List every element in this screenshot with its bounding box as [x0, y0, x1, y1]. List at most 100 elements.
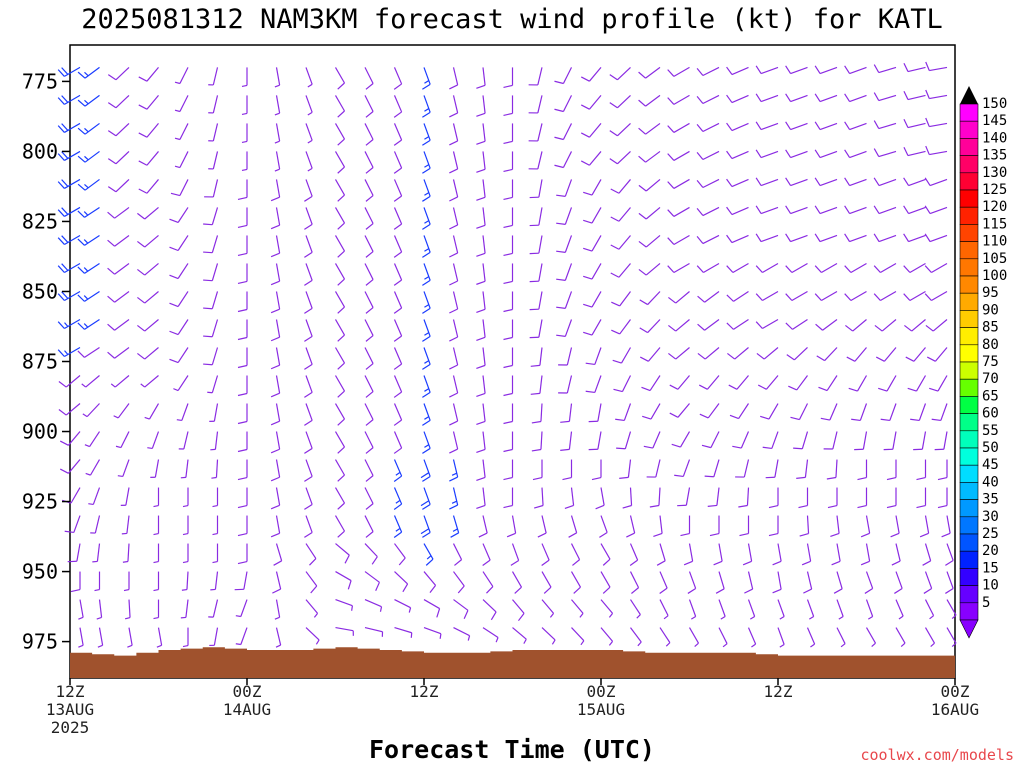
x-axis-label: Forecast Time (UTC)	[369, 735, 655, 764]
wind-barb	[925, 145, 948, 156]
wind-barb	[237, 431, 248, 453]
wind-barb	[335, 626, 354, 636]
wind-barb	[638, 178, 661, 192]
wind-barb	[169, 347, 189, 364]
x-tick-label: 15AUG	[577, 700, 625, 719]
wind-barb	[107, 179, 130, 193]
wind-barb	[169, 319, 189, 336]
wind-barb	[304, 235, 313, 258]
wind-barb	[925, 89, 948, 100]
y-tick-label: 775	[22, 69, 58, 93]
wind-barb	[848, 375, 868, 392]
wind-barb	[422, 403, 431, 426]
wind-barb	[210, 431, 219, 451]
wind-barb	[641, 375, 661, 392]
wind-barb	[453, 599, 469, 619]
wind-barb	[894, 571, 903, 594]
wind-barb	[903, 91, 926, 101]
wind-barb	[528, 123, 543, 142]
colorbar-label: 100	[982, 268, 1007, 284]
wind-barb	[241, 95, 248, 116]
wind-barb	[78, 627, 84, 648]
wind-barb	[503, 207, 514, 229]
wind-barb	[364, 95, 374, 118]
wind-barb	[476, 207, 486, 229]
wind-barb	[718, 627, 728, 648]
colorbar-swatch	[959, 499, 979, 518]
colorbar-label: 85	[982, 320, 999, 336]
wind-barb	[905, 347, 926, 362]
wind-barb	[903, 233, 926, 243]
wind-barb	[668, 291, 690, 304]
wind-barb	[568, 515, 578, 538]
colorbar-swatch	[959, 550, 979, 569]
wind-barb	[120, 487, 130, 506]
wind-barb	[423, 571, 437, 594]
wind-barb	[699, 403, 720, 419]
wind-barb	[583, 263, 602, 280]
colorbar-label: 65	[982, 388, 999, 404]
wind-barb	[798, 487, 809, 509]
wind-barb	[667, 122, 690, 133]
colorbar-label: 20	[982, 543, 999, 559]
wind-barb	[506, 515, 517, 538]
wind-barb	[638, 94, 661, 107]
wind-barb	[688, 599, 697, 620]
wind-barb	[656, 543, 666, 566]
wind-barb	[121, 515, 130, 535]
wind-barb	[364, 347, 374, 370]
wind-barb	[422, 347, 431, 370]
wind-barb	[924, 262, 948, 273]
wind-barb	[82, 403, 100, 418]
wind-barb	[556, 291, 573, 309]
wind-barb	[334, 375, 346, 398]
wind-barb	[77, 122, 100, 135]
wind-barb	[827, 487, 838, 509]
wind-barb	[364, 179, 374, 202]
wind-barb	[237, 319, 248, 341]
wind-barb	[182, 515, 189, 536]
wind-barb	[667, 94, 690, 105]
wind-barb	[913, 431, 927, 451]
wind-barb	[638, 122, 661, 135]
wind-barb	[696, 262, 720, 273]
wind-barb	[208, 67, 219, 86]
wind-barb	[785, 290, 808, 301]
wind-barb	[203, 347, 219, 366]
wind-barb	[580, 67, 602, 82]
wind-barb	[304, 431, 313, 454]
wind-barb	[334, 431, 346, 454]
wind-barb	[503, 151, 514, 173]
wind-barb	[735, 459, 750, 478]
wind-barb	[334, 459, 346, 482]
wind-barb	[209, 403, 219, 422]
wind-barb	[667, 66, 690, 77]
wind-barb	[510, 543, 520, 566]
wind-barb	[335, 571, 352, 590]
wind-barb	[726, 262, 749, 273]
wind-barb	[638, 150, 661, 163]
wind-barb	[878, 375, 897, 392]
wind-barb	[237, 459, 248, 481]
wind-barb	[814, 93, 838, 103]
wind-barb	[537, 515, 547, 538]
wind-barb	[449, 207, 459, 230]
wind-barb	[422, 319, 431, 342]
wind-barb	[688, 627, 700, 647]
x-tick-label: 16AUG	[931, 700, 979, 719]
wind-barb	[364, 291, 374, 314]
wind-barb	[169, 263, 189, 280]
wind-barb	[478, 515, 488, 538]
wind-barb	[393, 207, 403, 230]
wind-barb	[57, 66, 81, 77]
wind-barb	[697, 290, 720, 303]
wind-barb	[77, 150, 100, 163]
wind-barb	[207, 375, 219, 394]
wind-barb	[422, 263, 431, 286]
wind-barb	[554, 151, 573, 169]
wind-barb	[638, 263, 661, 276]
wind-barb	[611, 291, 631, 307]
wind-barb	[512, 599, 525, 622]
wind-barb	[476, 67, 486, 89]
